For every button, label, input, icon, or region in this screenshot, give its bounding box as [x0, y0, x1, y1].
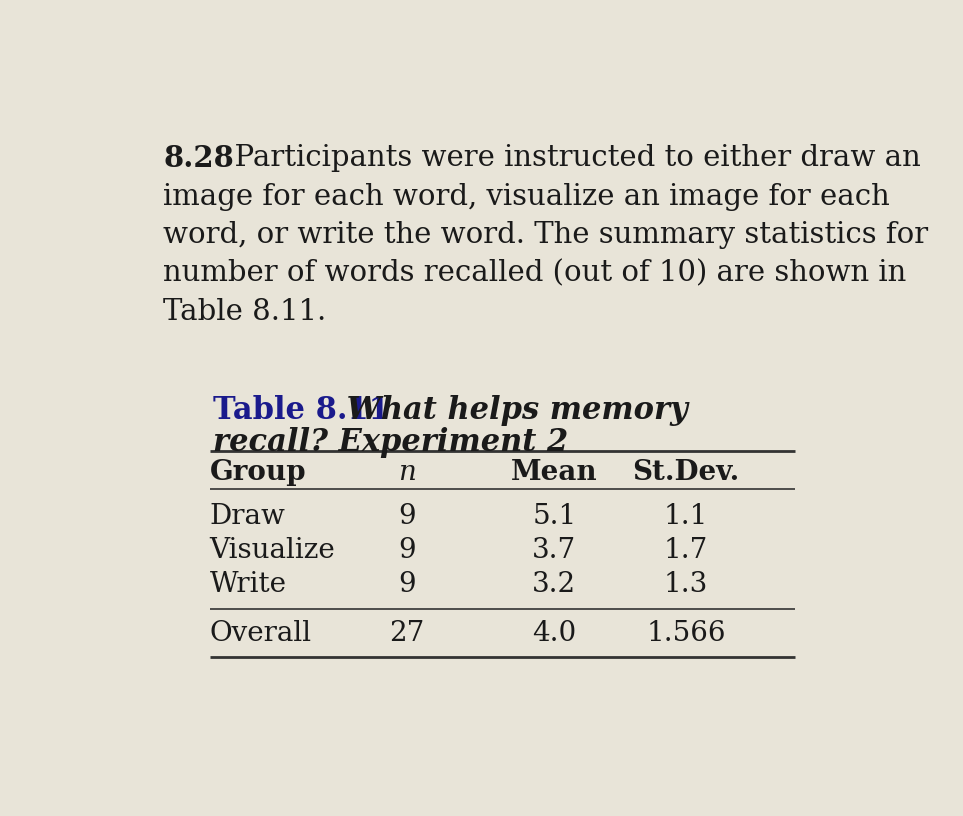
Text: n: n: [398, 459, 416, 486]
Text: Group: Group: [210, 459, 306, 486]
Text: 9: 9: [399, 503, 416, 530]
Text: Table 8.11: Table 8.11: [214, 395, 390, 426]
Text: 1.566: 1.566: [646, 620, 726, 647]
Text: 27: 27: [389, 620, 425, 647]
Text: Visualize: Visualize: [210, 537, 335, 564]
Text: 1.7: 1.7: [664, 537, 709, 564]
Text: 4.0: 4.0: [533, 620, 577, 647]
Text: Mean: Mean: [511, 459, 598, 486]
Text: image for each word, visualize an image for each: image for each word, visualize an image …: [163, 183, 890, 211]
Text: Overall: Overall: [210, 620, 312, 647]
Text: 1.3: 1.3: [664, 571, 708, 598]
Text: recall? Experiment 2: recall? Experiment 2: [214, 428, 568, 459]
Text: 3.7: 3.7: [533, 537, 577, 564]
Text: What helps memory: What helps memory: [336, 395, 688, 426]
Text: 9: 9: [399, 571, 416, 598]
Text: 8.28: 8.28: [163, 144, 234, 173]
Text: Participants were instructed to either draw an: Participants were instructed to either d…: [216, 144, 921, 172]
Text: St.Dev.: St.Dev.: [633, 459, 740, 486]
Text: 1.1: 1.1: [664, 503, 709, 530]
Text: Table 8.11.: Table 8.11.: [163, 298, 326, 326]
Text: 3.2: 3.2: [533, 571, 577, 598]
Text: word, or write the word. The summary statistics for: word, or write the word. The summary sta…: [163, 221, 928, 249]
Text: 5.1: 5.1: [533, 503, 577, 530]
Text: 9: 9: [399, 537, 416, 564]
Text: number of words recalled (out of 10) are shown in: number of words recalled (out of 10) are…: [163, 259, 906, 287]
Text: Draw: Draw: [210, 503, 285, 530]
Text: Write: Write: [210, 571, 287, 598]
